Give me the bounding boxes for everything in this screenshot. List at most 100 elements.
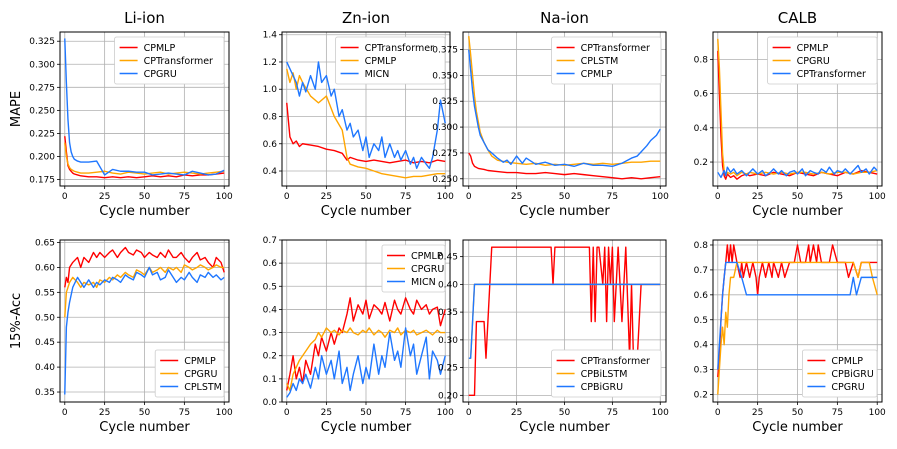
y-tick-label: 0.325 (432, 97, 458, 107)
legend: CPTransformer CPMLP MICN (335, 36, 446, 85)
y-tick-label: 0.40 (35, 363, 55, 373)
x-axis-label: Cycle number (752, 420, 843, 435)
x-tick-label: 0 (466, 192, 472, 202)
x-tick-label: 75 (832, 192, 843, 202)
legend-entry: CPTransformer (581, 356, 650, 367)
x-tick-label: 50 (360, 408, 372, 418)
series-line-cpmlp (286, 68, 446, 179)
legend-box (551, 349, 662, 398)
y-tick-label: 0.5 (263, 282, 277, 292)
legend-entry: CPTransformer (144, 56, 213, 67)
chart-title: CALB (778, 9, 817, 27)
x-tick-label: 75 (607, 192, 618, 202)
series-line-micn (286, 61, 446, 169)
y-tick-label: 0.60 (35, 263, 55, 273)
series-line-cpmlp (286, 297, 446, 391)
x-axis-label: Cycle number (519, 204, 610, 219)
x-tick-label: 75 (400, 192, 411, 202)
x-tick-label: 50 (792, 192, 804, 202)
y-tick-label: 0.8 (694, 241, 709, 251)
series-line-cpmlp (64, 246, 225, 288)
chart-panel-7: 0 25 50 75 100 0.20 0.25 0.30 0.35 0.40 0.45 Cycle … (438, 239, 669, 435)
x-tick-label: 100 (216, 408, 233, 418)
y-tick-label: 0.8 (694, 55, 709, 65)
chart-title: Na-ion (540, 9, 589, 27)
legend: CPMLP CPGRU MICN (381, 244, 446, 293)
y-tick-label: 0.6 (694, 90, 709, 100)
y-tick-label: 0.50 (35, 313, 55, 323)
legend-box (335, 36, 446, 85)
y-tick-label: 0.20 (438, 391, 458, 401)
y-tick-label: 0.350 (432, 71, 458, 81)
y-tick-label: 0.35 (35, 388, 55, 398)
x-axis-label: Cycle number (99, 204, 190, 219)
legend-entry: MICN (365, 69, 390, 80)
y-tick-label: 0.250 (29, 106, 55, 116)
legend: CPMLP CPGRU CPLSTM (154, 349, 225, 398)
x-tick-label: 100 (652, 408, 669, 418)
y-tick-label: 0.300 (29, 60, 55, 70)
legend-box (551, 36, 662, 85)
x-tick-label: 50 (559, 408, 571, 418)
x-tick-label: 25 (321, 408, 332, 418)
series-line-cpgru (64, 38, 225, 176)
legend-entry: CPGRU (411, 264, 444, 275)
legend-entry: MICN (411, 277, 436, 288)
y-tick-label: 0.300 (432, 123, 458, 133)
legend-entry: CPTransformer (797, 69, 866, 80)
y-tick-label: 1.2 (263, 58, 277, 68)
y-tick-label: 0.65 (35, 238, 55, 248)
series-line-cpbigru (468, 283, 661, 359)
y-tick-label: 1.0 (263, 85, 278, 95)
legend-entry: CPMLP (365, 56, 397, 67)
legend: CPMLP CPGRU CPTransformer (767, 36, 878, 85)
y-tick-label: 0.35 (438, 308, 458, 318)
x-tick-label: 25 (99, 408, 110, 418)
x-tick-label: 50 (559, 192, 571, 202)
series-line-cpgru (717, 261, 878, 370)
x-tick-label: 25 (752, 192, 763, 202)
y-tick-label: 0.250 (432, 175, 458, 185)
y-tick-label: 0.225 (29, 129, 55, 139)
legend-entry: CPGRU (797, 56, 830, 67)
legend-entry: CPTransformer (365, 43, 434, 54)
legend-entry: CPMLP (184, 356, 216, 367)
y-tick-label: 1.4 (263, 31, 278, 41)
legend-box (114, 36, 225, 85)
legend: CPTransformer CPBiLSTM CPBiGRU (551, 349, 662, 398)
x-axis-label: Cycle number (321, 204, 412, 219)
series-line-cptransformer (286, 102, 446, 164)
x-axis-label: Cycle number (321, 420, 412, 435)
y-tick-label: 0.4 (694, 124, 709, 134)
y-tick-label: 0.325 (29, 37, 55, 47)
legend: CPMLP CPBiGRU CPGRU (802, 349, 878, 398)
y-tick-label: 0.40 (438, 280, 458, 290)
x-tick-label: 75 (832, 408, 843, 418)
chart-panel-2: 0 25 50 75 100 0.4 0.6 0.8 1.0 1.2 1.4 Zn-ion Cycle … (263, 9, 454, 219)
chart-panel-8: 0 25 50 75 100 0.2 0.3 0.4 0.5 0.6 0.7 0.8 Cycle num… (694, 239, 886, 435)
chart-panel-6: 0 25 50 75 100 0.0 0.1 0.2 0.3 0.4 0.5 0.6 0.7 Cycle … (263, 236, 454, 435)
x-tick-label: 75 (400, 408, 411, 418)
x-tick-label: 100 (437, 192, 454, 202)
chart-panel-5: 0 25 50 75 100 0.35 0.40 0.45 0.50 0.55 0.60 0.65 Cy… (9, 238, 233, 435)
x-tick-label: 50 (139, 192, 151, 202)
legend-entry: CPGRU (184, 369, 217, 380)
y-tick-label: 0.6 (263, 140, 278, 150)
series-line-cpgru (286, 327, 446, 392)
chart-panel-1: 0 25 50 75 100 0.175 0.200 0.225 0.250 0.275 0.300… (9, 9, 233, 219)
series-line-cptransformer (717, 164, 878, 179)
x-tick-label: 100 (869, 192, 886, 202)
x-tick-label: 0 (284, 192, 290, 202)
legend-entry: CPBiGRU (581, 382, 623, 393)
x-tick-label: 50 (792, 408, 804, 418)
y-tick-label: 0.275 (432, 149, 458, 159)
x-tick-label: 75 (179, 408, 190, 418)
y-tick-label: 0.3 (694, 366, 708, 376)
chart-panel-4: 0 25 50 75 100 0.2 0.4 0.6 0.8 CALB Cycle number CP… (694, 9, 886, 219)
x-tick-label: 0 (466, 408, 472, 418)
y-tick-label: 0.7 (694, 266, 708, 276)
y-tick-label: 0.30 (438, 336, 458, 346)
x-tick-label: 0 (715, 192, 721, 202)
x-tick-label: 0 (715, 408, 721, 418)
legend-entry: CPLSTM (581, 56, 619, 67)
